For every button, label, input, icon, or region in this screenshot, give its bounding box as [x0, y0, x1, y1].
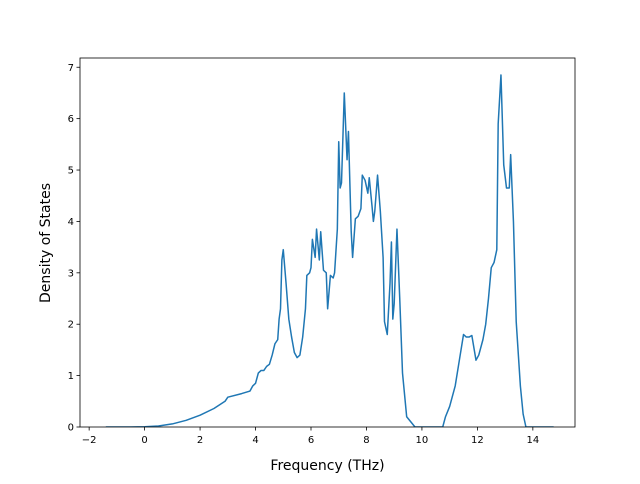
- x-tick-label: 2: [197, 435, 203, 446]
- x-tick-label: 4: [252, 435, 258, 446]
- x-tick-label: 14: [526, 435, 539, 446]
- x-tick-label: 6: [308, 435, 314, 446]
- y-tick-label: 5: [68, 166, 74, 177]
- y-tick-label: 0: [68, 423, 74, 434]
- y-tick-label: 3: [68, 268, 74, 279]
- y-tick-label: 4: [68, 217, 74, 228]
- dos-line: [105, 74, 554, 427]
- y-axis-label: Density of States: [38, 183, 54, 303]
- y-tick-label: 7: [68, 63, 74, 74]
- plot-frame: [79, 57, 576, 428]
- x-tick-label: 12: [471, 435, 484, 446]
- x-tick-label: 10: [416, 435, 429, 446]
- y-tick-label: 1: [68, 371, 74, 382]
- y-tick-label: 2: [68, 320, 74, 331]
- x-tick-label: 8: [363, 435, 369, 446]
- x-tick-label: −2: [82, 435, 97, 446]
- x-axis-label: Frequency (THz): [270, 458, 384, 474]
- y-tick-label: 6: [68, 114, 74, 125]
- x-tick-label: 0: [141, 435, 147, 446]
